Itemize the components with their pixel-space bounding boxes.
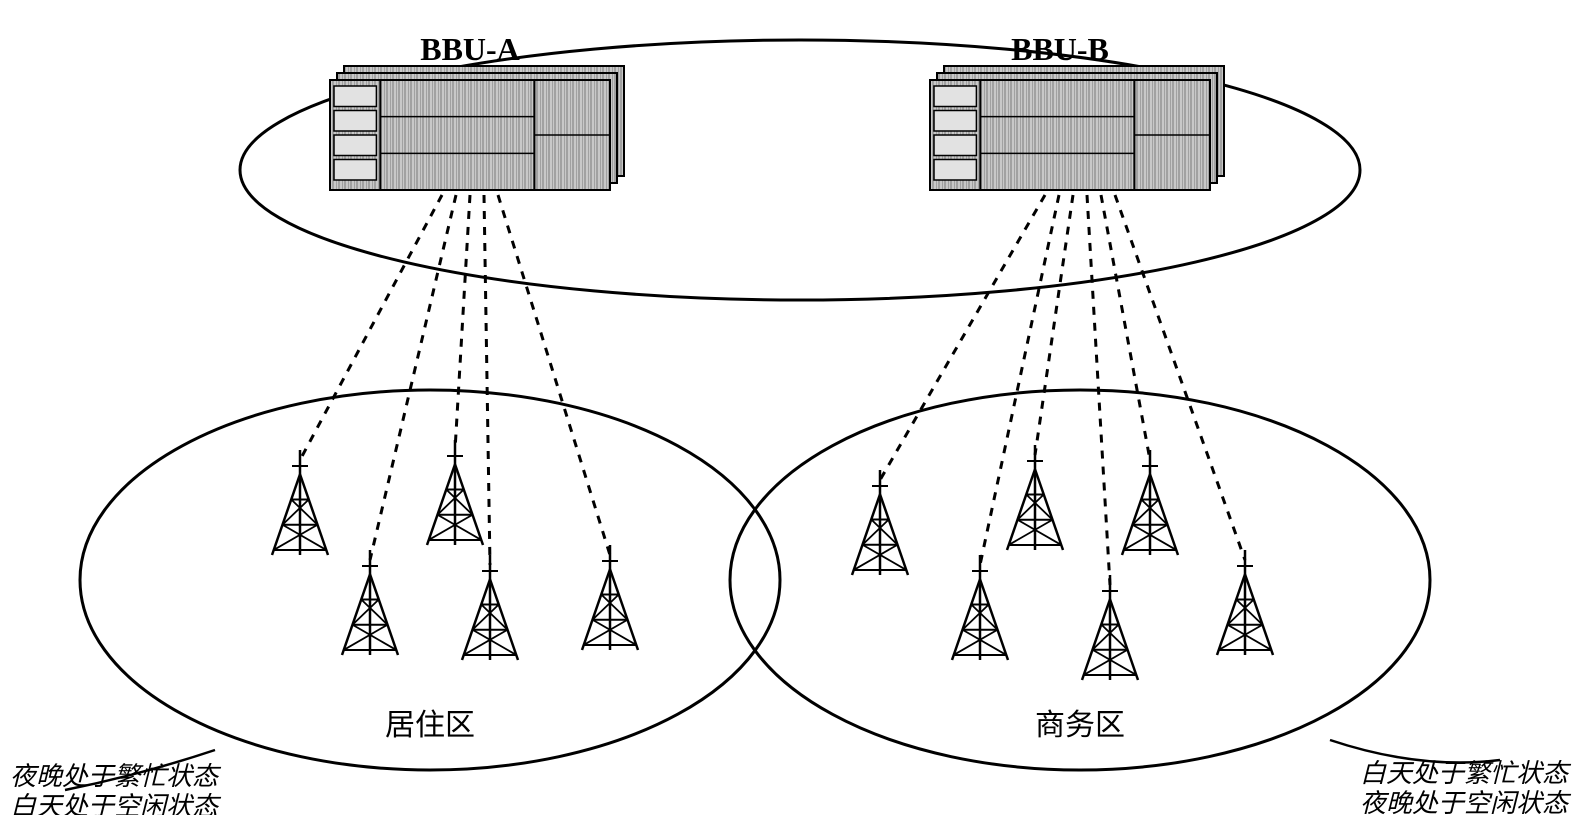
rru-tower-business-5 <box>852 470 908 575</box>
rru-tower-residential-0 <box>272 450 328 555</box>
link-bbu-B-rru-4 <box>1101 195 1150 460</box>
link-bbu-A-rru-0 <box>300 195 442 460</box>
rru-tower-residential-2 <box>427 440 483 545</box>
status-text-residential-0: 夜晚处于繁忙状态 <box>10 762 222 791</box>
rru-tower-business-10 <box>1217 550 1273 655</box>
link-bbu-A-rru-3 <box>484 195 490 565</box>
rru-tower-residential-1 <box>342 550 398 655</box>
link-bbu-B-rru-2 <box>1035 195 1073 455</box>
status-text-business-0: 白天处于繁忙状态 <box>1360 759 1572 788</box>
link-bbu-B-rru-5 <box>1115 195 1245 560</box>
zone-label-business: 商务区 <box>1035 709 1125 742</box>
bbu-rack-B <box>930 66 1224 190</box>
link-bbu-A-rru-4 <box>498 195 610 555</box>
link-bbu-B-rru-0 <box>880 195 1045 480</box>
status-text-business-1: 夜晚处于空闲状态 <box>1360 789 1572 815</box>
bbu-label-B: BBU-B <box>1011 31 1109 67</box>
link-bbu-A-rru-2 <box>455 195 470 450</box>
rru-tower-residential-3 <box>462 555 518 660</box>
status-text-residential-1: 白天处于空闲状态 <box>10 792 222 815</box>
rru-tower-business-8 <box>1082 575 1138 680</box>
link-bbu-B-rru-1 <box>980 195 1059 565</box>
rru-tower-residential-4 <box>582 545 638 650</box>
bbu-rack-A <box>330 66 624 190</box>
rru-tower-business-6 <box>952 555 1008 660</box>
bbu-label-A: BBU-A <box>420 31 520 67</box>
rru-tower-business-7 <box>1007 445 1063 550</box>
diagram-canvas: BBU-A BBU-B 居住区 商务区夜晚处于繁忙状态白天处于空闲状态 白天处于繁忙状态… <box>0 0 1593 815</box>
rru-tower-business-9 <box>1122 450 1178 555</box>
link-bbu-A-rru-1 <box>370 195 456 560</box>
zone-label-residential: 居住区 <box>385 709 475 742</box>
